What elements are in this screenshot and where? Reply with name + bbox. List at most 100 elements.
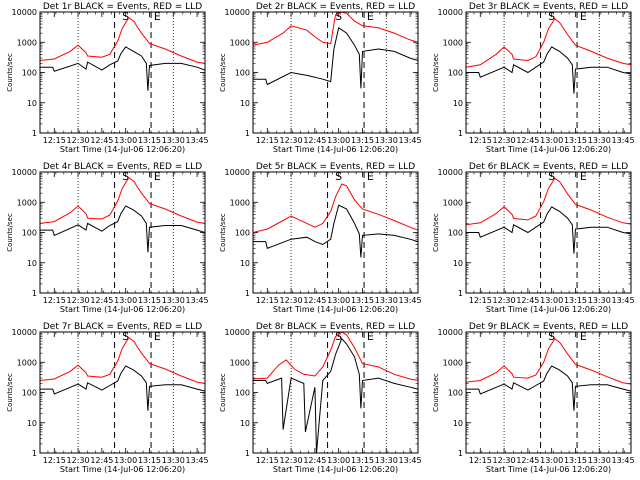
x-tick-label: 12:15 <box>43 456 66 465</box>
x-axis-label: Start Time (14-Jul-06 12:06:20) <box>273 305 398 314</box>
x-tick-label: 13:30 <box>375 456 398 465</box>
x-tick-label: 13:00 <box>114 456 137 465</box>
y-tick-label: 1 <box>245 289 250 298</box>
x-tick-label: 13:15 <box>564 296 587 305</box>
x-tick-label: 12:30 <box>280 296 303 305</box>
x-tick-label: 12:30 <box>493 456 516 465</box>
series-lld-line <box>253 12 418 46</box>
y-tick-label: 1000 <box>443 38 463 47</box>
x-tick-label: 13:00 <box>540 456 563 465</box>
y-axis-label: Counts/sec <box>6 373 14 412</box>
series-lld-line <box>40 16 205 64</box>
x-tick-label: 13:00 <box>327 136 350 145</box>
x-tick-label: 13:45 <box>399 296 422 305</box>
x-tick-label: 12:45 <box>516 296 539 305</box>
series-lld-line <box>40 336 205 384</box>
x-tick-label: 13:15 <box>138 456 161 465</box>
y-tick-label: 100 <box>448 229 463 238</box>
end-marker: E <box>367 170 374 183</box>
y-tick-label: 1 <box>458 129 463 138</box>
x-tick-label: 13:15 <box>564 456 587 465</box>
y-tick-label: 1000 <box>230 38 250 47</box>
y-tick-label: 10 <box>453 99 463 108</box>
chart-title: Det 9r BLACK = Events, RED = LLD <box>469 322 628 332</box>
series-lld-line <box>466 177 631 226</box>
y-tick-label: 10000 <box>225 8 250 17</box>
y-tick-label: 1000 <box>443 198 463 207</box>
x-tick-label: 12:45 <box>303 296 326 305</box>
y-tick-label: 10000 <box>12 328 37 337</box>
x-tick-label: 12:45 <box>303 456 326 465</box>
plot-frame <box>39 171 206 294</box>
x-tick-label: 13:45 <box>612 296 635 305</box>
chart-panel-2: Det 2r BLACK = Events, RED = LLD 1 10 100 10… <box>219 2 422 154</box>
y-tick-label: 1000 <box>230 198 250 207</box>
x-tick-label: 12:30 <box>67 296 90 305</box>
y-tick-label: 1000 <box>230 358 250 367</box>
y-tick-label: 100 <box>235 69 250 78</box>
chart-panel-6: Det 6r BLACK = Events, RED = LLD 1 10 100 10… <box>432 162 635 314</box>
x-tick-label: 13:15 <box>351 296 374 305</box>
series-lld-line <box>253 332 418 381</box>
x-tick-label: 13:45 <box>612 456 635 465</box>
y-tick-label: 1 <box>32 449 37 458</box>
y-tick-label: 1 <box>32 129 37 138</box>
x-tick-label: 13:30 <box>162 456 185 465</box>
x-tick-label: 12:15 <box>256 136 279 145</box>
y-tick-label: 100 <box>22 229 37 238</box>
start-marker: S <box>548 10 555 23</box>
x-tick-label: 12:15 <box>469 136 492 145</box>
series-events-line <box>466 206 631 254</box>
plot-frame <box>39 11 206 134</box>
end-marker: E <box>580 10 587 23</box>
end-marker: E <box>580 330 587 343</box>
end-marker: E <box>367 10 374 23</box>
series-lld-line <box>466 337 631 385</box>
y-axis-label: Counts/sec <box>6 213 14 252</box>
x-tick-label: 12:45 <box>303 136 326 145</box>
x-tick-label: 13:00 <box>114 136 137 145</box>
y-tick-label: 100 <box>22 69 37 78</box>
series-lld-line <box>253 183 418 233</box>
chart-panel-1: Det 1r BLACK = Events, RED = LLD 1 10 100 10… <box>6 2 209 154</box>
y-tick-label: 10000 <box>225 168 250 177</box>
series-events-line <box>466 365 631 411</box>
x-tick-label: 12:15 <box>43 136 66 145</box>
x-tick-label: 13:30 <box>588 456 611 465</box>
x-axis-label: Start Time (14-Jul-06 12:06:20) <box>486 145 611 154</box>
y-axis-label: Counts/sec <box>219 53 227 92</box>
series-events-line <box>253 26 418 89</box>
x-tick-label: 12:45 <box>516 456 539 465</box>
chart-panel-4: Det 4r BLACK = Events, RED = LLD 1 10 100 10… <box>6 162 209 314</box>
y-tick-label: 10 <box>27 259 37 268</box>
x-tick-label: 12:15 <box>256 456 279 465</box>
chart-panel-8: Det 8r BLACK = Events, RED = LLD 1 10 100 10… <box>219 322 422 474</box>
series-events-line <box>40 365 205 411</box>
y-tick-label: 10000 <box>438 328 463 337</box>
start-marker: S <box>335 10 342 23</box>
y-tick-label: 100 <box>235 389 250 398</box>
x-axis-label: Start Time (14-Jul-06 12:06:20) <box>60 145 185 154</box>
y-tick-label: 1 <box>245 449 250 458</box>
series-events-line <box>253 204 418 258</box>
x-tick-label: 13:45 <box>186 296 209 305</box>
chart-title: Det 4r BLACK = Events, RED = LLD <box>43 162 202 172</box>
y-axis-label: Counts/sec <box>219 213 227 252</box>
x-tick-label: 13:30 <box>588 136 611 145</box>
y-tick-label: 1000 <box>443 358 463 367</box>
end-marker: E <box>154 330 161 343</box>
y-tick-label: 10 <box>27 419 37 428</box>
end-marker: E <box>154 10 161 23</box>
x-axis-label: Start Time (14-Jul-06 12:06:20) <box>60 305 185 314</box>
x-tick-label: 12:30 <box>280 456 303 465</box>
series-events-line <box>40 46 205 91</box>
x-tick-label: 13:15 <box>138 136 161 145</box>
x-tick-label: 13:00 <box>540 136 563 145</box>
y-tick-label: 100 <box>235 229 250 238</box>
x-tick-label: 13:00 <box>327 456 350 465</box>
start-marker: S <box>335 330 342 343</box>
x-tick-label: 13:15 <box>351 136 374 145</box>
start-marker: S <box>122 10 129 23</box>
x-tick-label: 13:45 <box>612 136 635 145</box>
